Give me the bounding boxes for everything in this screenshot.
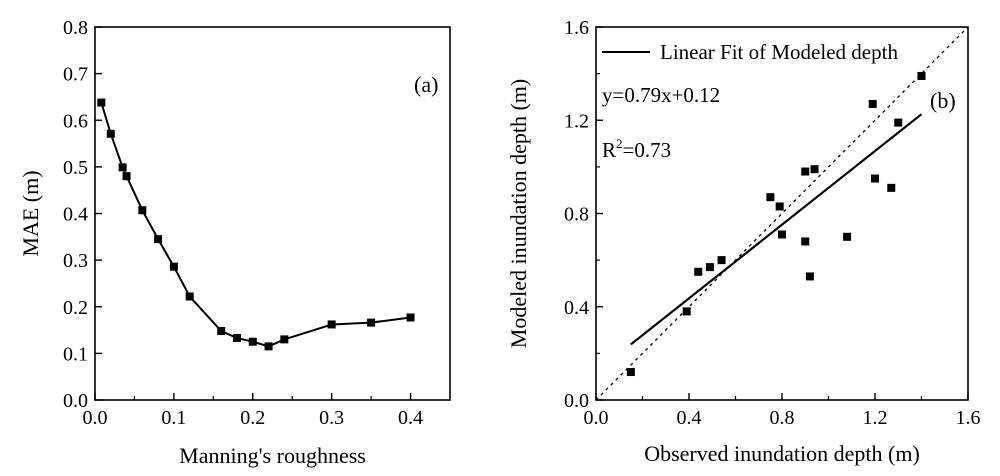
- panel-b-ticks: 0.0 0.4 0.8 1.2 1.6 0.0 0.4 0.8 1.2 1.6: [564, 17, 981, 429]
- panel-a-x-tick-label: 0.4: [398, 407, 423, 429]
- panel-a-data-point: [233, 333, 241, 342]
- panel-a-x-tick-label: 0.0: [83, 407, 108, 429]
- panel-b-r-squared-superscript: 2: [616, 136, 623, 151]
- panel-b-legend-label: Linear Fit of Modeled depth: [660, 40, 898, 64]
- panel-a-y-tick-label: 0.0: [63, 390, 88, 412]
- panel-b-data-point: [894, 118, 903, 127]
- panel-a-data-point: [406, 313, 415, 322]
- panel-a-data-point: [169, 262, 178, 271]
- panel-a-y-tick-label: 0.8: [63, 17, 88, 39]
- panel-b-x-axis-title: Observed inundation depth (m): [644, 441, 920, 466]
- panel-a-data-point: [280, 335, 289, 344]
- panel-b-data-point: [868, 99, 877, 108]
- panel-a-data-point: [264, 342, 273, 351]
- panel-a-y-tick-label: 0.1: [63, 343, 88, 365]
- panel-b-data-point: [805, 272, 814, 281]
- panel-b-data-point: [801, 167, 810, 176]
- panel-b-data-point: [682, 307, 691, 316]
- panel-a-y-tick-label: 0.3: [63, 250, 88, 272]
- panel-a-y-tick-label: 0.4: [63, 204, 88, 226]
- panel-a-x-tick-label: 0.2: [240, 407, 265, 429]
- panel-a-series-line: [100, 102, 411, 348]
- panel-b-data-point: [626, 368, 635, 377]
- panel-b-x-tick-label: 0.8: [770, 407, 795, 429]
- panel-a-y-tick-label: 0.2: [63, 297, 88, 319]
- panel-b-data-point: [694, 267, 703, 276]
- panel-a-data-point: [118, 163, 127, 172]
- panel-b-r-squared-value: =0.73: [623, 138, 672, 162]
- panel-b-x-tick-label: 1.6: [956, 407, 981, 429]
- panel-b-data-point: [766, 193, 775, 202]
- panel-a-data-point: [248, 337, 257, 346]
- panel-b-y-tick-label: 0.4: [564, 297, 589, 319]
- panel-a-data-point: [138, 206, 147, 215]
- panel-b-x-tick-label: 0.4: [677, 407, 702, 429]
- panel-a-data-point: [122, 172, 131, 181]
- panel-a-label: (a): [414, 72, 438, 97]
- panel-b-label: (b): [930, 88, 956, 113]
- panel-a-data-point: [217, 326, 226, 335]
- panel-b-fit-equation: y=0.79x+0.12: [602, 83, 720, 107]
- panel-b: 0.0 0.4 0.8 1.2 1.6 0.0 0.4 0.8 1.2 1.6 Linear Fi…: [506, 17, 981, 466]
- panel-b-data-point: [717, 256, 726, 265]
- panel-b-data-point: [801, 237, 810, 246]
- panel-b-data-point: [917, 71, 926, 80]
- panel-b-x-tick-label: 0.0: [584, 407, 609, 429]
- panel-a-data-point: [185, 292, 194, 301]
- panel-a-y-tick-label: 0.7: [63, 64, 88, 86]
- panel-a-data-point: [367, 318, 376, 327]
- panel-a-ticks: 0.0 0.1 0.2 0.3 0.4 0.0 0.1 0.2 0.3 0.4 0.5 0.6 0.7 0…: [63, 17, 423, 429]
- panel-b-data-point: [778, 230, 786, 239]
- panel-a-x-tick-label: 0.1: [161, 407, 186, 429]
- panel-a: 0.0 0.1 0.2 0.3 0.4 0.0 0.1 0.2 0.3 0.4 0.5 0.6 0.7 0…: [18, 17, 451, 468]
- panel-b-data-marks: [595, 26, 969, 401]
- panel-b-data-point: [871, 174, 879, 183]
- panel-b-r-squared-prefix: R: [602, 138, 616, 162]
- panel-a-data-marks: [97, 98, 415, 351]
- panel-b-data-point: [810, 165, 819, 174]
- panel-a-data-point: [106, 129, 115, 138]
- panel-a-data-point: [327, 320, 336, 329]
- panel-b-data-point: [887, 183, 896, 192]
- panel-b-y-tick-label: 1.2: [564, 110, 589, 132]
- panel-b-data-point: [843, 232, 852, 241]
- panel-b-y-tick-label: 0.0: [564, 390, 589, 412]
- panel-a-x-axis-title: Manning's roughness: [179, 443, 366, 468]
- panel-a-data-point: [154, 235, 163, 244]
- panel-a-y-tick-label: 0.6: [63, 110, 88, 132]
- panel-b-data-point: [775, 202, 784, 211]
- panel-a-data-point: [97, 98, 106, 107]
- panel-b-r-squared: R2=0.73: [602, 136, 671, 162]
- panel-b-data-point: [705, 263, 714, 272]
- panel-b-y-tick-label: 1.6: [564, 17, 589, 39]
- panel-b-y-axis-title: Modeled inundation depth (m): [506, 79, 531, 348]
- panel-b-x-tick-label: 1.2: [863, 407, 888, 429]
- panel-b-fit-line: [630, 113, 923, 346]
- panel-b-y-tick-label: 0.8: [564, 204, 589, 226]
- panel-a-x-tick-label: 0.3: [319, 407, 344, 429]
- panel-a-y-tick-label: 0.5: [63, 157, 88, 179]
- panel-a-y-axis-title: MAE (m): [18, 170, 43, 256]
